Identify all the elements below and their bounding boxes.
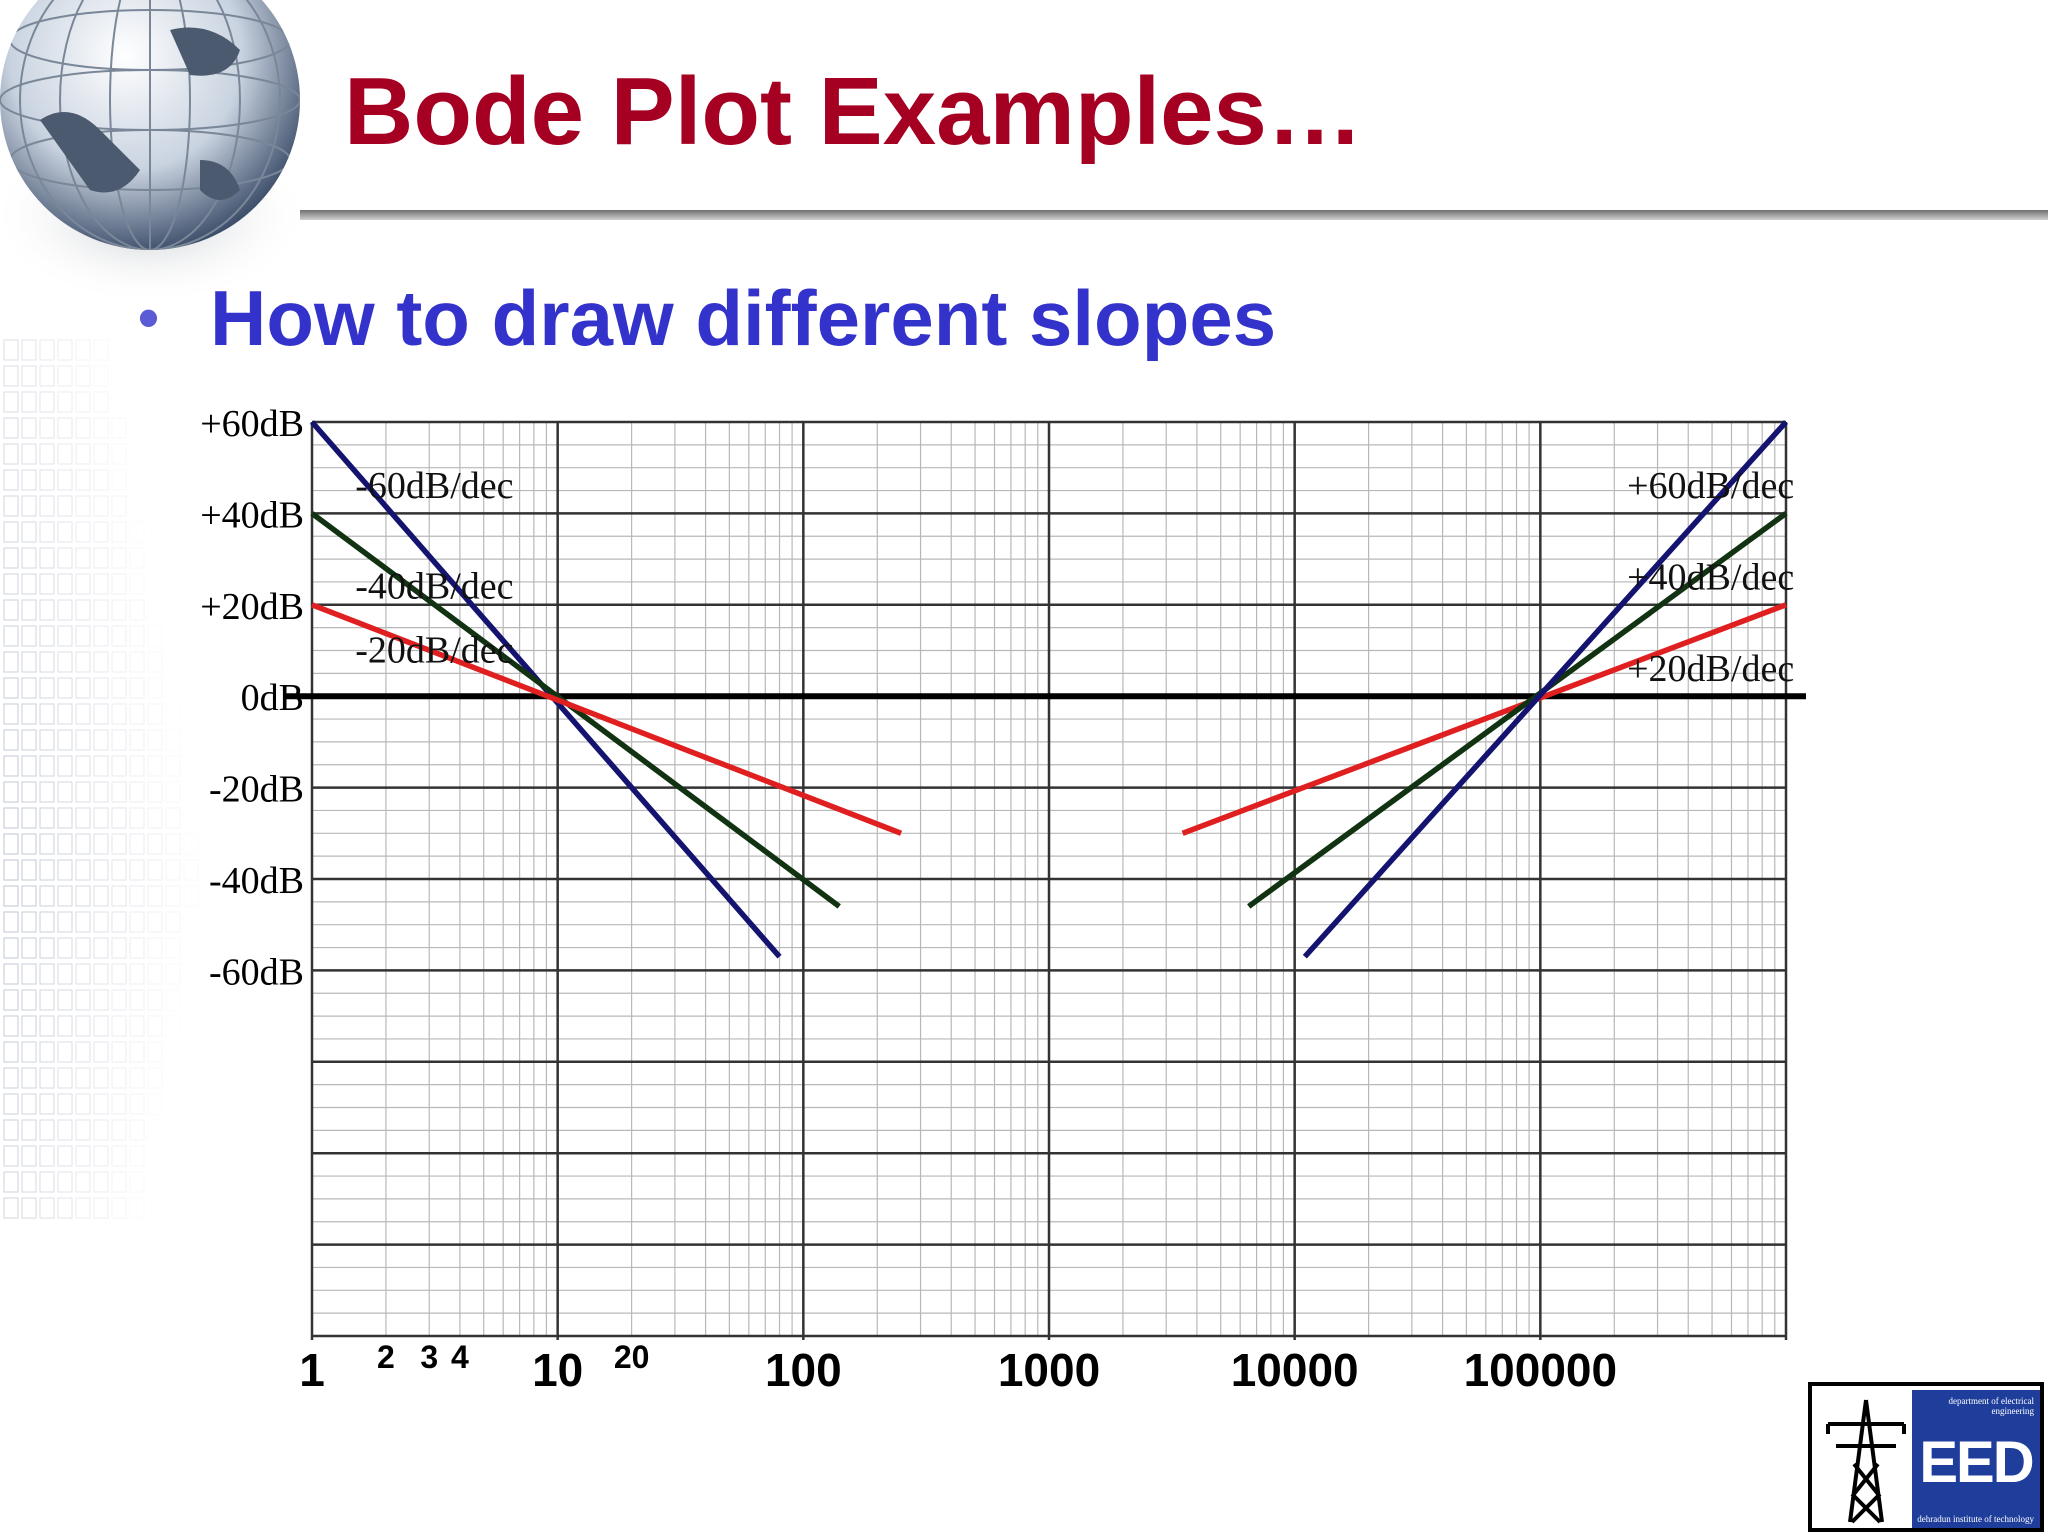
bullet-item: • How to draw different slopes bbox=[138, 268, 1276, 368]
logo-panel: department of electrical engineering EED… bbox=[1912, 1390, 2040, 1528]
x-tick-label: 1000 bbox=[998, 1344, 1100, 1396]
series-line-3 bbox=[311, 602, 903, 836]
y-axis-labels: +60dB +40dB +20dB 0dB -20dB -40dB -60dB bbox=[200, 403, 304, 993]
series-line-5 bbox=[1247, 511, 1788, 909]
y-tick-label: -20dB bbox=[209, 769, 304, 811]
x-tick-label: 3 bbox=[420, 1339, 438, 1375]
series-lines bbox=[309, 420, 1789, 959]
y-tick-label: +40dB bbox=[200, 494, 304, 536]
slope-annotation: +20dB/dec bbox=[1627, 648, 1794, 690]
x-tick-label: 1 bbox=[299, 1344, 325, 1396]
logo-department-text: department of electrical engineering bbox=[1948, 1396, 2034, 1416]
y-tick-label: +60dB bbox=[200, 403, 304, 445]
logo-mark: EED bbox=[1919, 1430, 2034, 1495]
background-grid-pattern bbox=[3, 339, 199, 1219]
slope-annotation: -60dB/dec bbox=[355, 465, 513, 507]
y-tick-label: +20dB bbox=[200, 586, 304, 628]
x-tick-label: 20 bbox=[614, 1339, 650, 1375]
globe-icon bbox=[0, 0, 310, 300]
series-line-6 bbox=[1302, 420, 1789, 959]
title-divider bbox=[300, 210, 2048, 220]
y-tick-label: 0dB bbox=[241, 677, 304, 719]
x-axis-labels: 1 2 3 4 10 20 100 1000 10000 100000 bbox=[299, 1339, 1617, 1396]
bullet-text: How to draw different slopes bbox=[210, 274, 1277, 362]
x-tick-label: 2 bbox=[377, 1339, 395, 1375]
y-tick-label: -40dB bbox=[209, 860, 304, 902]
slope-annotation: -40dB/dec bbox=[355, 566, 513, 608]
x-tick-label: 10 bbox=[532, 1344, 583, 1396]
x-tick-label: 100000 bbox=[1464, 1344, 1618, 1396]
x-tick-label: 100 bbox=[765, 1344, 842, 1396]
x-tick-label: 4 bbox=[451, 1339, 469, 1375]
y-tick-label: -60dB bbox=[209, 951, 304, 993]
logo-institute-text: dehradun institute of technology bbox=[1917, 1514, 2034, 1524]
slope-annotation: +60dB/dec bbox=[1627, 465, 1794, 507]
slope-annotation: +40dB/dec bbox=[1627, 556, 1794, 598]
bullet-marker: • bbox=[138, 284, 160, 351]
x-tick-label: 10000 bbox=[1231, 1344, 1359, 1396]
slope-annotation: -20dB/dec bbox=[355, 630, 513, 672]
slide-title: Bode Plot Examples… bbox=[344, 58, 1363, 165]
eed-logo: department of electrical engineering EED… bbox=[1808, 1382, 2044, 1532]
transmission-tower-icon bbox=[1826, 1399, 1906, 1524]
series-line-4 bbox=[1181, 602, 1787, 836]
slope-annotations: -60dB/dec -40dB/dec -20dB/dec +60dB/dec +40d… bbox=[355, 465, 1794, 690]
